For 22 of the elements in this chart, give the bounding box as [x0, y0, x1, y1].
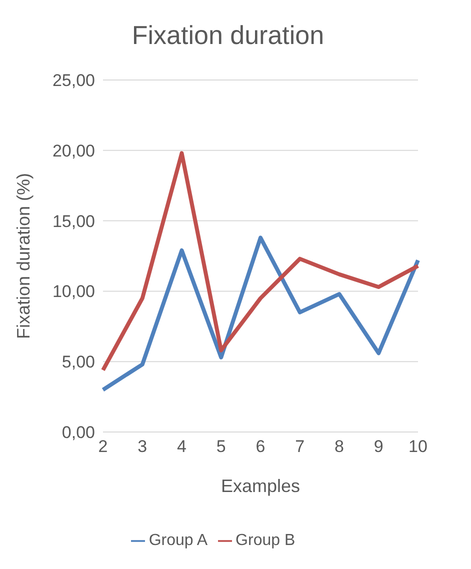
- y-tick-label: 0,00: [62, 423, 95, 442]
- x-tick-label: 2: [98, 437, 108, 456]
- legend-label: Group B: [236, 532, 296, 549]
- y-tick-label: 15,00: [52, 212, 95, 231]
- y-tick-label: 20,00: [52, 141, 95, 160]
- x-tick-label: 7: [295, 437, 305, 456]
- y-tick-label: 25,00: [52, 71, 95, 90]
- line-series: [101, 151, 420, 372]
- x-tick-label: 4: [177, 437, 186, 456]
- x-axis-title: Examples: [220, 476, 300, 496]
- x-tick-label: 3: [138, 437, 148, 456]
- x-tick-label: 8: [334, 437, 344, 456]
- legend-label: Group A: [148, 532, 208, 549]
- x-tick-label: 9: [374, 437, 384, 456]
- x-tick-label: 6: [256, 437, 266, 456]
- x-tick-label: 10: [408, 437, 428, 456]
- chart-title: Fixation duration: [130, 19, 326, 52]
- line-series: [101, 236, 420, 392]
- y-tick-label: 5,00: [62, 352, 95, 372]
- y-axis-title: Fixation duration (%): [13, 172, 34, 340]
- x-tick-label: 5: [216, 437, 226, 456]
- y-tick-label: 10,00: [52, 282, 95, 302]
